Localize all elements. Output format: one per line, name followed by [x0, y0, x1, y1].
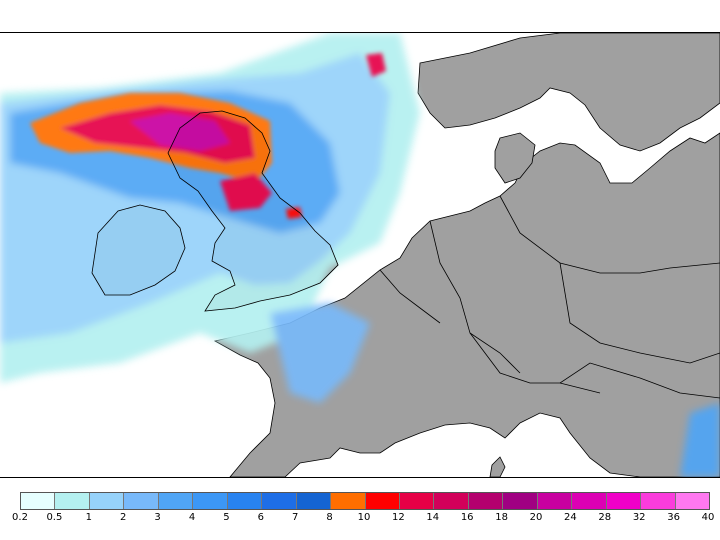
legend-label: 6: [257, 512, 264, 523]
precip-north-sea-spot: [366, 53, 386, 77]
legend-label: 18: [495, 512, 508, 523]
map-canvas: [0, 32, 720, 478]
precip-south-band: [270, 303, 370, 403]
legend-labels: 0.2 0.5 1 2 3 4 5 6 7 8 10 12 14 16 18 20 24 28 32 36 40: [0, 512, 720, 528]
legend-swatch: [331, 493, 366, 509]
coastlines: [91, 110, 720, 399]
legend-swatch: [124, 493, 159, 509]
legend-label: 0.5: [46, 512, 63, 523]
legend-swatch: [158, 493, 194, 509]
precip-small-spot: [286, 207, 302, 219]
legend-swatch: [296, 493, 332, 509]
legend-swatch: [227, 493, 263, 509]
legend-swatch: [468, 493, 504, 509]
legend-label: 32: [632, 512, 646, 523]
precip-peak-core: [130, 113, 230, 151]
legend-label: 40: [701, 512, 715, 523]
legend-swatch: [503, 493, 538, 509]
legend-label: 8: [326, 512, 333, 523]
legend-label: 0.2: [12, 512, 28, 523]
legend-swatch: [193, 493, 228, 509]
legend-swatch: [434, 493, 469, 509]
legend-swatch: [675, 493, 710, 509]
legend-swatch: [606, 493, 642, 509]
legend-label: 4: [188, 512, 196, 523]
legend-label: 12: [392, 512, 405, 523]
legend-label: 3: [154, 512, 161, 523]
legend-label: 10: [357, 512, 371, 523]
legend-swatch: [89, 493, 125, 509]
legend-label: 20: [529, 512, 543, 523]
legend-label: 1: [85, 512, 92, 523]
corsica-land: [489, 456, 506, 478]
legend-label: 28: [598, 512, 612, 523]
legend-label: 5: [223, 512, 230, 523]
legend-label: 24: [564, 512, 577, 523]
continent-land: [213, 132, 720, 478]
scandinavia-land: [417, 32, 720, 152]
legend-label: 16: [460, 512, 474, 523]
legend-label: 2: [120, 512, 127, 523]
legend-swatch: [262, 493, 297, 509]
legend-swatch: [641, 493, 676, 509]
legend-label: 36: [667, 512, 680, 523]
legend-swatch: [537, 493, 573, 509]
legend-swatch: [365, 493, 400, 509]
precip-north-england-core: [220, 173, 272, 211]
denmark-land: [494, 132, 536, 184]
color-legend: [20, 492, 710, 510]
legend-label: 7: [292, 512, 299, 523]
legend-swatch: [55, 493, 90, 509]
legend-swatch: [399, 493, 435, 509]
precip-se-corner: [680, 403, 720, 477]
legend-swatch: [572, 493, 607, 509]
legend-swatch: [21, 493, 56, 509]
legend-label: 14: [426, 512, 440, 523]
precipitation-map: [0, 32, 720, 478]
